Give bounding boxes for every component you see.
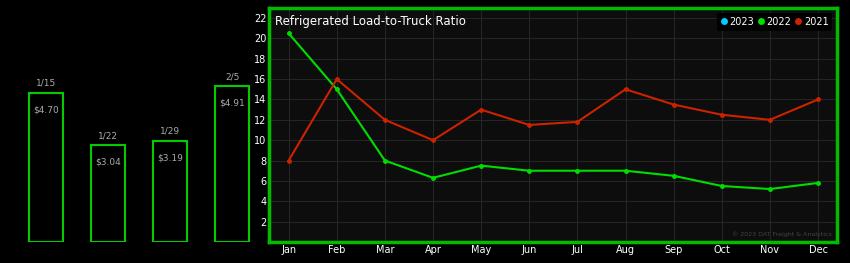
Text: © 2023 DAT Freight & Analytics: © 2023 DAT Freight & Analytics xyxy=(732,232,831,237)
Bar xyxy=(215,86,249,242)
Bar xyxy=(91,145,125,242)
Text: $3.19: $3.19 xyxy=(157,153,183,162)
Text: 2/5: 2/5 xyxy=(225,72,240,81)
Text: $4.70: $4.70 xyxy=(33,105,59,114)
Text: 1/15: 1/15 xyxy=(36,79,56,88)
Text: 1/22: 1/22 xyxy=(98,132,118,141)
Text: Refrigerated Load-to-Truck Ratio: Refrigerated Load-to-Truck Ratio xyxy=(275,15,466,28)
Legend: 2023, 2022, 2021: 2023, 2022, 2021 xyxy=(717,13,832,31)
Bar xyxy=(29,93,63,242)
Bar xyxy=(153,141,187,242)
Text: $4.91: $4.91 xyxy=(219,98,245,107)
Text: $3.04: $3.04 xyxy=(95,158,121,167)
Text: 1/29: 1/29 xyxy=(160,127,180,136)
